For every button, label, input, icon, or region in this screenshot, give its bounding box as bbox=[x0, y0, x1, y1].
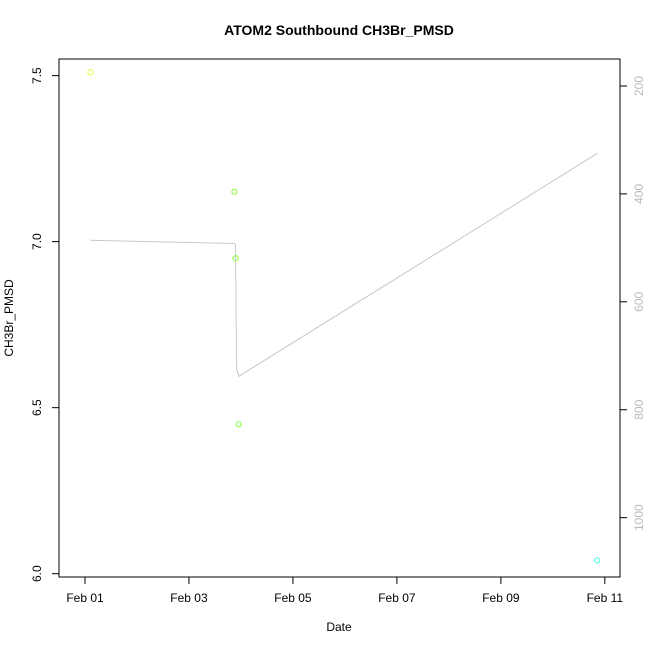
right-tick-label: 800 bbox=[632, 399, 646, 419]
right-tick-label: 200 bbox=[632, 76, 646, 96]
right-tick-label: 600 bbox=[632, 291, 646, 311]
x-tick-label: Feb 09 bbox=[482, 591, 520, 605]
x-tick-label: Feb 05 bbox=[274, 591, 312, 605]
right-tick-label: 400 bbox=[632, 184, 646, 204]
x-tick-label: Feb 01 bbox=[66, 591, 104, 605]
x-tick-label: Feb 11 bbox=[587, 591, 624, 605]
x-axis: Feb 01 Feb 03 Feb 05 Feb 07 Feb 09 Feb 11 bbox=[66, 576, 624, 605]
y-tick-label: 7.0 bbox=[30, 233, 44, 250]
y-tick-label: 7.5 bbox=[30, 67, 44, 84]
data-point bbox=[231, 188, 238, 195]
data-point bbox=[87, 69, 94, 76]
data-point bbox=[235, 421, 242, 428]
x-tick-label: Feb 03 bbox=[170, 591, 208, 605]
x-axis-label: Date bbox=[326, 620, 352, 634]
y-axis: 6.0 6.5 7.0 7.5 bbox=[30, 67, 60, 582]
right-axis: 200 400 600 800 1000 bbox=[620, 76, 646, 531]
chart-title: ATOM2 Southbound CH3Br_PMSD bbox=[224, 22, 454, 38]
y-tick-label: 6.5 bbox=[30, 399, 44, 416]
x-tick-label: Feb 07 bbox=[378, 591, 416, 605]
y-tick-label: 6.0 bbox=[30, 565, 44, 582]
plot-frame bbox=[58, 58, 621, 578]
data-points bbox=[87, 69, 601, 564]
line-trace bbox=[90, 152, 598, 378]
data-point bbox=[594, 557, 601, 564]
series-line bbox=[90, 152, 598, 378]
y-axis-label: CH3Br_PMSD bbox=[2, 279, 16, 357]
right-tick-label: 1000 bbox=[632, 504, 646, 531]
data-point bbox=[232, 255, 239, 262]
